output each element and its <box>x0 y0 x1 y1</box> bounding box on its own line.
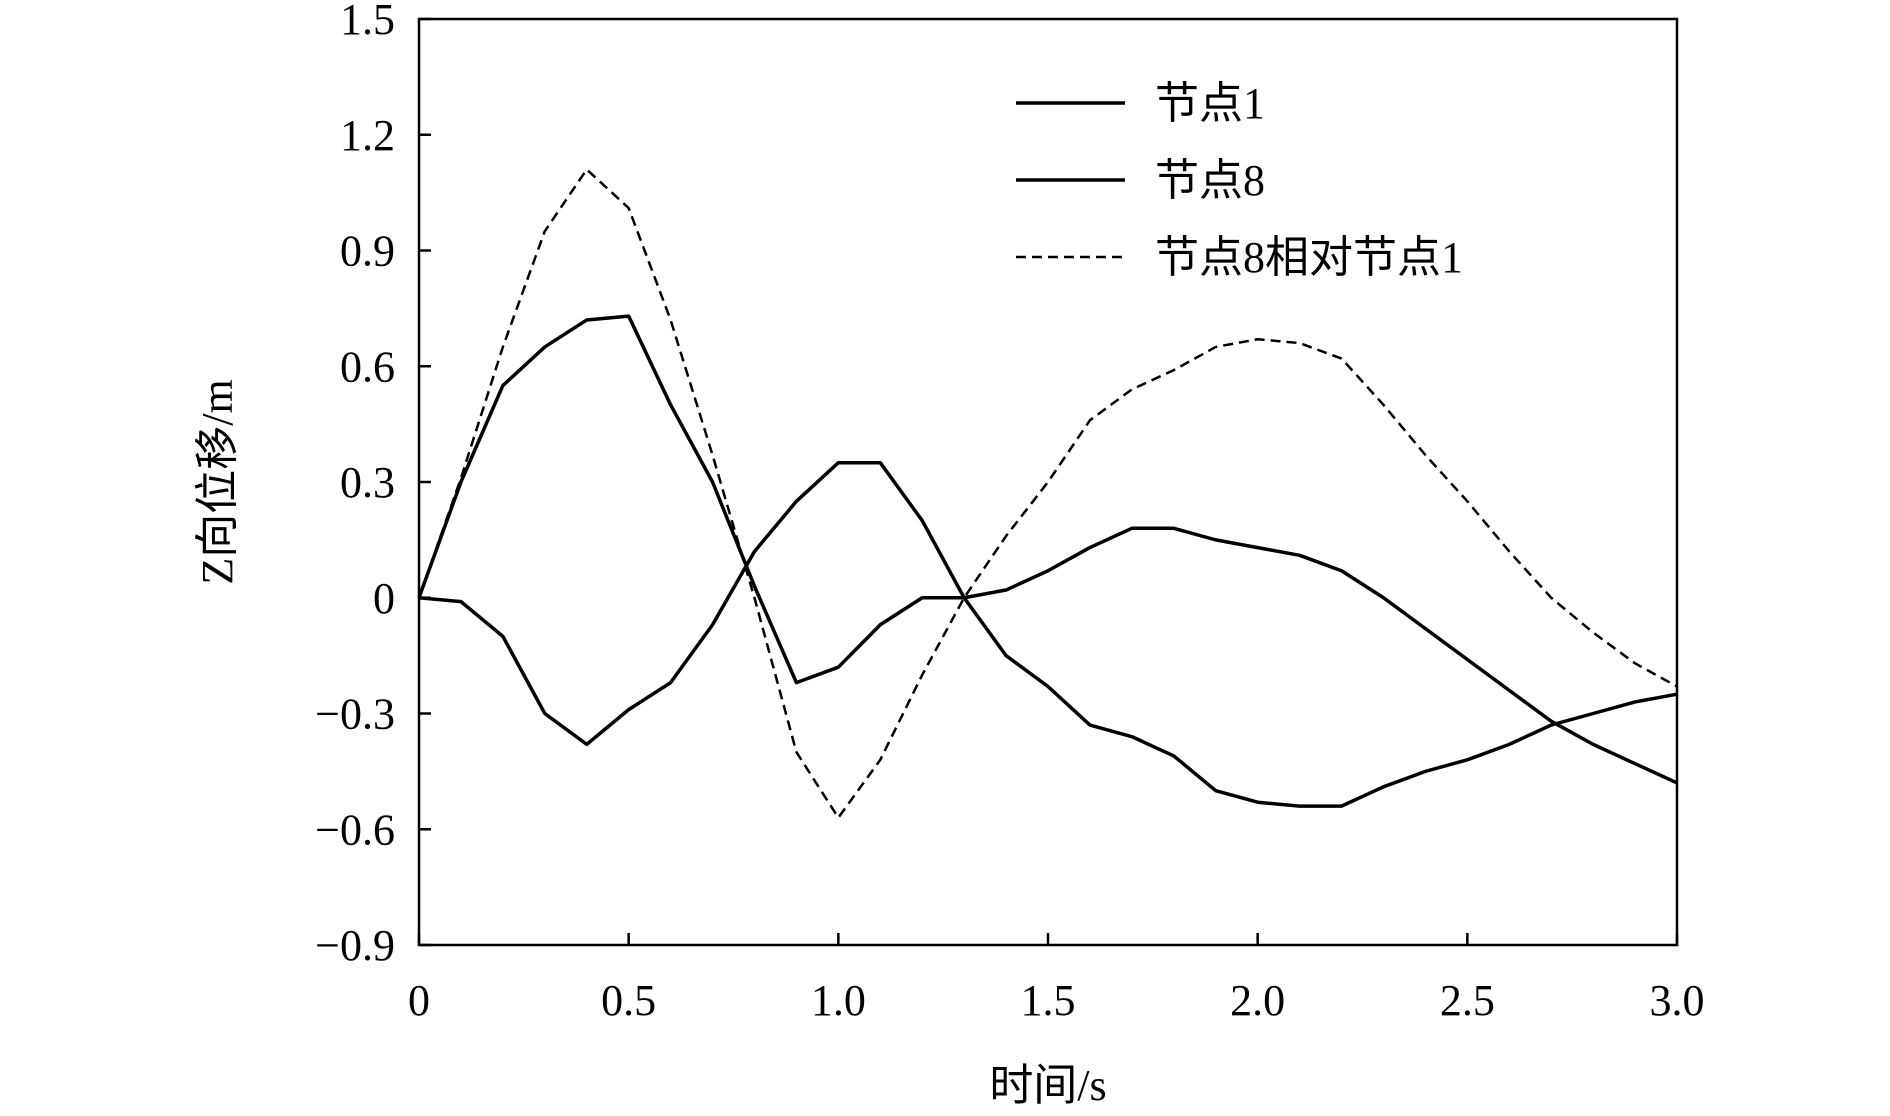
x-tick-label: 1.0 <box>811 976 866 1025</box>
x-axis-title: 时间/s <box>989 1061 1106 1110</box>
legend-label: 节点8 <box>1155 156 1265 205</box>
legend-label: 节点8相对节点1 <box>1155 233 1463 282</box>
x-tick-label: 0.5 <box>601 976 656 1025</box>
y-tick-label: 0 <box>373 574 395 623</box>
y-tick-label: 0.3 <box>340 458 395 507</box>
legend-label: 节点1 <box>1155 79 1265 128</box>
y-tick-label: −0.6 <box>315 805 395 854</box>
series-line <box>417 314 1678 785</box>
x-tick-label: 1.5 <box>1021 976 1076 1025</box>
y-tick-label: 0.6 <box>340 342 395 391</box>
plot-frame <box>417 17 1679 947</box>
y-tick-label: 1.5 <box>340 0 395 44</box>
y-tick-label: −0.3 <box>315 690 395 739</box>
x-tick-label: 2.5 <box>1440 976 1495 1025</box>
series-line <box>417 168 1678 819</box>
series-line <box>418 460 1678 808</box>
y-tick-label: −0.9 <box>315 921 395 970</box>
y-axis-title: Z向位移/m <box>193 379 242 584</box>
x-tick-label: 0 <box>408 976 430 1025</box>
y-tick-label: 1.2 <box>340 111 395 160</box>
y-tick-label: 0.9 <box>340 227 395 276</box>
x-tick-label: 2.0 <box>1230 976 1285 1025</box>
x-tick-label: 3.0 <box>1650 976 1705 1025</box>
